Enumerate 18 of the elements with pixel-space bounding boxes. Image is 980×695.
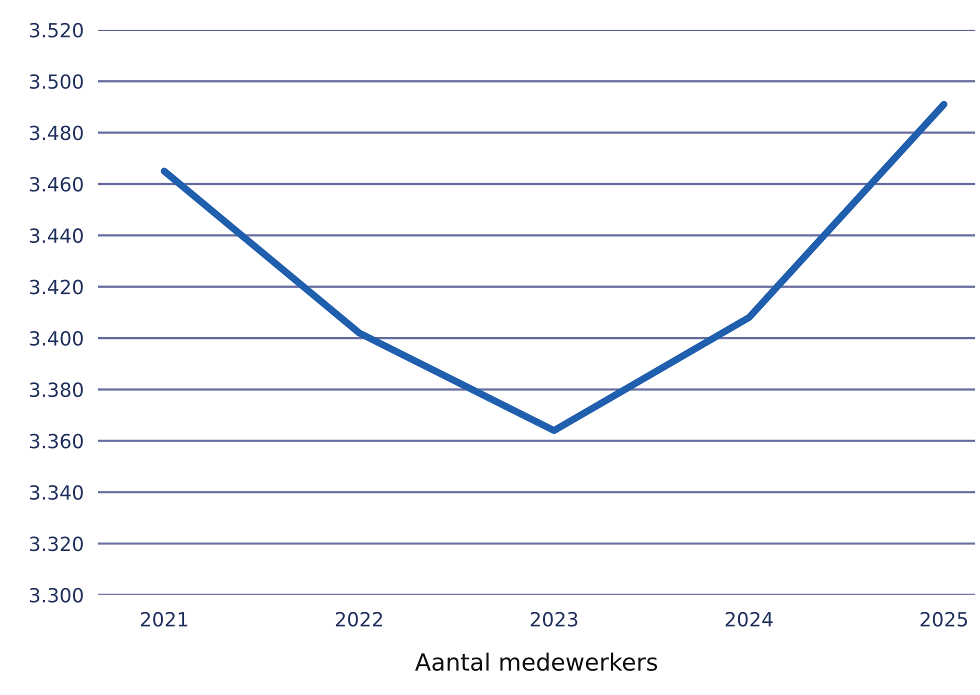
y-tick-label: 3.380 — [30, 382, 83, 398]
x-tick-label: 2022 — [336, 612, 382, 627]
x-tick-label: 2021 — [140, 612, 188, 627]
y-tick-label: 3.480 — [30, 126, 83, 140]
y-tick-label: 3.300 — [30, 588, 83, 603]
y-tick-label: 3.460 — [30, 176, 83, 192]
x-tick-label: 2024 — [726, 612, 773, 627]
x-tick-label: 2025 — [920, 612, 967, 627]
x-tick-label: 2023 — [530, 612, 578, 627]
x-axis-title: Aantal medewerkers — [415, 652, 658, 671]
y-tick-label: 3.420 — [30, 280, 83, 294]
y-tick-label: 3.360 — [30, 434, 83, 448]
y-tick-label: 3.500 — [30, 74, 83, 89]
y-tick-label: 3.440 — [30, 228, 83, 244]
y-tick-label: 3.320 — [30, 536, 83, 552]
y-tick-label: 3.520 — [30, 22, 83, 38]
y-tick-label: 3.400 — [30, 331, 83, 346]
y-tick-label: 3.340 — [30, 485, 83, 500]
